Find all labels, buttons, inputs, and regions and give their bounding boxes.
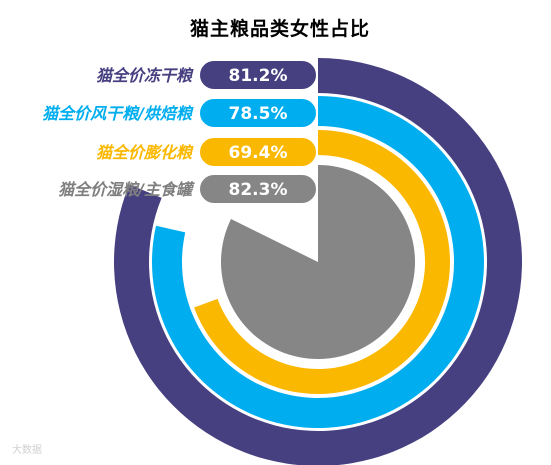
value-label-1: 81.2% (229, 66, 288, 86)
value-pill-2 (198, 97, 318, 129)
value-label-3: 69.4% (229, 143, 288, 163)
watermark-text: 大数据 (12, 445, 42, 456)
value-pill-4 (198, 173, 318, 205)
rings-group (114, 58, 522, 465)
value-label-4: 82.3% (229, 180, 288, 200)
category-label-4: 猫全价湿粮/主食罐 (58, 180, 195, 199)
category-label-3: 猫全价膨化粮 (96, 143, 194, 162)
chart-title: 猫主粮品类女性占比 (190, 18, 371, 40)
value-pill-1 (198, 59, 318, 91)
value-label-2: 78.5% (229, 104, 288, 124)
ring-arc-4 (221, 165, 416, 359)
category-label-2: 猫全价风干粮/烘焙粮 (42, 104, 194, 123)
value-pill-3 (198, 136, 318, 168)
category-label-1: 猫全价冻干粮 (96, 66, 194, 85)
labels-group: 猫全价冻干粮 81.2% 猫全价风干粮/烘焙粮 78.5% 猫全价膨化粮 69.4% 猫全价… (42, 59, 318, 205)
